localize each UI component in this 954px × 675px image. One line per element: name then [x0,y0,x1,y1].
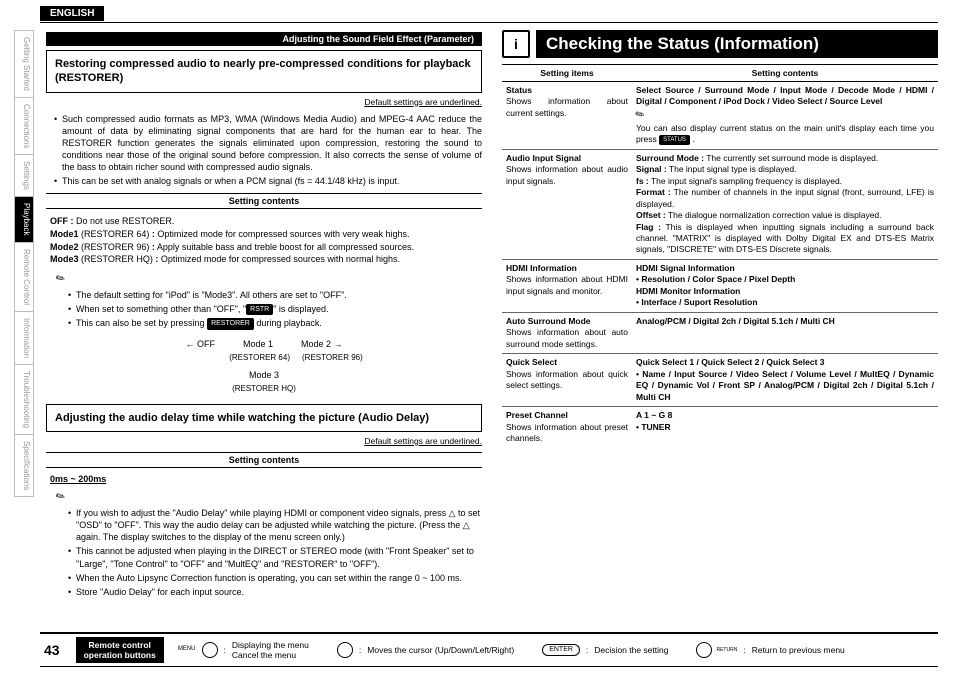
nav-tab[interactable]: Specifications [14,434,34,497]
note-icon: ✎ [53,489,67,505]
nav-tab[interactable]: Information [14,311,34,364]
note: The default setting for "iPod" is "Mode3… [68,289,482,301]
cursor-icon [337,642,353,658]
note: When the Auto Lipsync Correction functio… [68,572,482,584]
language-label: ENGLISH [40,6,104,21]
restorer-box: Restoring compressed audio to nearly pre… [46,50,482,93]
nav-tab[interactable]: Connections [14,97,34,154]
menu-icon [202,642,218,658]
right-column: i Checking the Status (Information) Sett… [494,0,954,675]
remote-control-label: Remote controloperation buttons [76,637,164,663]
restorer-badge: RESTORER [207,318,254,329]
note: Store "Audio Delay" for each input sourc… [68,586,482,598]
note: If you wish to adjust the "Audio Delay" … [68,507,482,543]
table-row: Audio Input SignalShows information abou… [502,149,938,259]
table-row: Preset ChannelShows information about pr… [502,407,938,448]
note-icon: ✎ [53,270,67,286]
rstr-badge: RSTR [246,304,273,315]
footer-bar: 43 Remote controloperation buttons MENU … [40,632,938,667]
audio-delay-box: Adjusting the audio delay time while wat… [46,404,482,432]
nav-tab[interactable]: Settings [14,154,34,196]
th-contents: Setting contents [632,65,938,82]
info-icon: i [502,30,530,58]
table-row: HDMI InformationShows information about … [502,259,938,312]
th-items: Setting items [502,65,632,82]
page-number: 43 [44,642,60,658]
left-column: Adjusting the Sound Field Effect (Parame… [0,0,494,675]
return-icon [696,642,712,658]
delay-range: 0ms ~ 200ms [50,474,106,484]
mode-off: OFF : [50,216,74,226]
note: This cannot be adjusted when playing in … [68,545,482,569]
nav-tab[interactable]: Getting Started [14,30,34,97]
setting-contents-header: Setting contents [46,193,482,209]
menu-label: MENU [178,646,196,653]
para: Such compressed audio formats as MP3, WM… [54,113,482,174]
nav-tab[interactable]: Troubleshooting [14,364,34,434]
info-table: Setting items Setting contents StatusSho… [502,64,938,448]
note: When set to something other than "OFF", … [68,303,482,315]
section-header: Adjusting the Sound Field Effect (Parame… [46,32,482,46]
nav-tab[interactable]: Playback [14,196,34,241]
table-row: Auto Surround ModeShows information abou… [502,312,938,353]
side-nav: Getting StartedConnectionsSettingsPlayba… [14,30,34,497]
mode-diagram: ← OFFMode 1Mode 2 → (RESTORER 64)(RESTOR… [46,338,482,396]
modes-list: OFF : OFF : Do not use RESTORER.Do not u… [46,215,482,265]
setting-contents-header: Setting contents [46,452,482,468]
info-title: Checking the Status (Information) [536,30,938,58]
nav-tab[interactable]: Remote Control [14,242,34,311]
table-row: Quick SelectShows information about quic… [502,354,938,407]
top-rule [40,22,938,23]
note: This can also be set by pressing RESTORE… [68,317,482,329]
default-note: Default settings are underlined. [46,97,482,107]
table-row: StatusShows information about current se… [502,82,938,150]
para: This can be set with analog signals or w… [54,175,482,187]
enter-icon: ENTER [542,644,580,656]
default-note: Default settings are underlined. [46,436,482,446]
